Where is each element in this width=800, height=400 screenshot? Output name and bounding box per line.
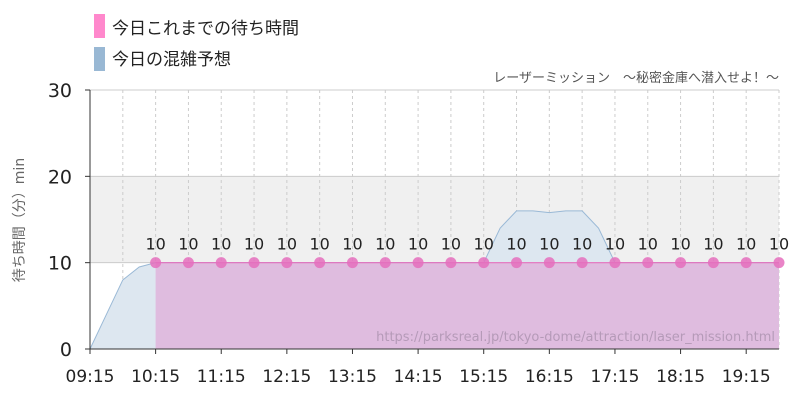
data-label: 10	[474, 235, 494, 254]
y-tick-label: 0	[60, 339, 72, 361]
y-tick-labels: 0 10 20 30	[48, 80, 90, 361]
legend: 今日これまでの待ち時間 今日の混雑予想	[94, 14, 299, 71]
x-tick-label: 17:15	[590, 367, 639, 387]
data-label: 10	[736, 235, 756, 254]
actual-points	[150, 257, 785, 269]
actual-point	[576, 257, 588, 269]
y-tick-label: 30	[48, 80, 72, 102]
actual-point	[707, 257, 719, 269]
data-label: 10	[441, 235, 461, 254]
legend-label-forecast: 今日の混雑予想	[112, 50, 231, 70]
data-label: 10	[277, 235, 297, 254]
data-label: 10	[605, 235, 625, 254]
x-tick-labels: 09:15 10:15 11:15 12:15 13:15 14:15 15:15 16:15…	[66, 349, 771, 387]
actual-point	[150, 257, 162, 269]
x-tick-label: 18:15	[656, 367, 705, 387]
data-label: 10	[178, 235, 198, 254]
actual-point	[609, 257, 621, 269]
y-axis-label: 待ち時間（分）min	[12, 158, 28, 282]
data-label: 10	[506, 235, 526, 254]
x-tick-label: 13:15	[328, 367, 377, 387]
actual-area	[155, 262, 780, 349]
actual-point	[543, 257, 555, 269]
highlight-band	[90, 176, 779, 263]
data-label: 10	[342, 235, 362, 254]
data-label: 10	[375, 235, 395, 254]
data-label: 10	[539, 235, 559, 254]
x-tick-label: 10:15	[131, 367, 180, 387]
actual-point	[346, 257, 358, 269]
legend-swatch-actual	[94, 14, 105, 38]
x-tick-label: 11:15	[197, 367, 246, 387]
x-tick-label: 19:15	[722, 367, 771, 387]
x-tick-label: 14:15	[394, 367, 443, 387]
gridlines	[90, 89, 780, 349]
actual-point	[248, 257, 260, 269]
data-label: 10	[244, 235, 264, 254]
data-label: 10	[572, 235, 592, 254]
actual-point	[182, 257, 194, 269]
chart-subtitle: レーザーミッション ～秘密金庫へ潜入せよ！～	[493, 70, 779, 86]
actual-point	[773, 257, 785, 269]
actual-point	[445, 257, 457, 269]
data-label: 10	[638, 235, 658, 254]
data-label: 10	[703, 235, 723, 254]
data-label: 10	[309, 235, 329, 254]
y-tick-label: 20	[48, 166, 72, 188]
x-tick-label: 12:15	[262, 367, 311, 387]
x-tick-label: 16:15	[525, 367, 574, 387]
actual-point	[675, 257, 687, 269]
data-label: 10	[769, 235, 789, 254]
actual-point	[314, 257, 326, 269]
actual-point	[379, 257, 391, 269]
data-label: 10	[408, 235, 428, 254]
actual-point	[281, 257, 293, 269]
axes	[89, 90, 779, 350]
x-tick-label: 09:15	[66, 367, 115, 387]
legend-label-actual: 今日これまでの待ち時間	[112, 19, 299, 39]
actual-point	[642, 257, 654, 269]
data-labels: 10 10 10 10 10 10 10 10 10 10 10 10 10 10 10 10 10 10 10 10	[145, 235, 789, 254]
x-tick-label: 15:15	[459, 367, 508, 387]
data-label: 10	[145, 235, 165, 254]
actual-point	[478, 257, 490, 269]
data-label: 10	[211, 235, 231, 254]
actual-point	[412, 257, 424, 269]
y-tick-label: 10	[48, 253, 72, 275]
actual-point	[511, 257, 523, 269]
actual-point	[740, 257, 752, 269]
legend-swatch-forecast	[94, 47, 105, 71]
source-url: https://parksreal.jp/tokyo-dome/attracti…	[376, 330, 775, 345]
data-label: 10	[670, 235, 690, 254]
actual-point	[215, 257, 227, 269]
